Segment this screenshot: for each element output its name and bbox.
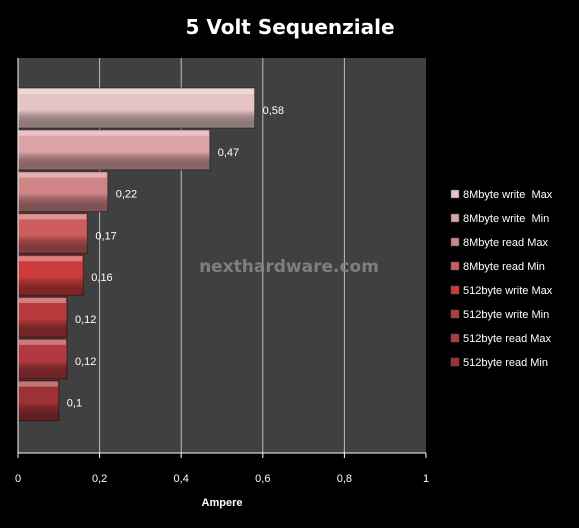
data-label: 0,58 bbox=[263, 105, 284, 117]
legend-swatch bbox=[450, 189, 460, 199]
legend-label: 8Mbyte read Min bbox=[463, 261, 545, 273]
bar bbox=[17, 380, 60, 422]
data-label: 0,12 bbox=[75, 356, 96, 368]
data-label: 0,1 bbox=[67, 398, 82, 410]
legend-label: 512byte read Min bbox=[463, 357, 548, 369]
legend-swatch bbox=[450, 213, 460, 223]
data-label: 0,47 bbox=[218, 147, 239, 159]
x-tick-label: 0,2 bbox=[92, 473, 107, 485]
legend-swatch bbox=[450, 237, 460, 247]
watermark: nexthardware.com bbox=[199, 257, 379, 277]
bar bbox=[17, 338, 68, 380]
data-label: 0,16 bbox=[91, 272, 112, 284]
bar-highlight bbox=[19, 172, 107, 178]
bar-highlight bbox=[19, 298, 66, 303]
x-tick-label: 1 bbox=[423, 473, 429, 485]
x-tick-label: 0,4 bbox=[174, 473, 189, 485]
legend-label: 8Mbyte write Max bbox=[463, 189, 553, 201]
bar bbox=[17, 296, 68, 338]
bar-highlight bbox=[19, 89, 254, 94]
x-tick-label: 0,6 bbox=[255, 473, 270, 485]
legend-label: 512byte write Max bbox=[463, 285, 553, 297]
data-label: 0,12 bbox=[75, 314, 96, 326]
legend-swatch bbox=[450, 357, 460, 367]
bar-highlight bbox=[19, 381, 58, 387]
legend-label: 512byte write Min bbox=[463, 309, 549, 321]
bar-highlight bbox=[19, 130, 209, 136]
data-label: 0,22 bbox=[116, 189, 137, 201]
legend-swatch bbox=[450, 309, 460, 319]
bar bbox=[17, 212, 88, 254]
bars: 0,58 0,47 0,22 0,17 0,16 0,12 0,12 0,1 bbox=[17, 87, 284, 422]
x-tick-label: 0,8 bbox=[337, 473, 352, 485]
x-tick-label: 0 bbox=[15, 473, 21, 485]
legend-label: 8Mbyte write Min bbox=[463, 213, 549, 225]
bar-highlight bbox=[19, 214, 87, 220]
x-axis-title: Ampere bbox=[202, 497, 243, 509]
bar bbox=[17, 87, 256, 129]
data-label: 0,17 bbox=[95, 230, 116, 242]
bar-highlight bbox=[19, 256, 83, 262]
bar-highlight bbox=[19, 339, 66, 345]
bar bbox=[17, 171, 109, 213]
legend-swatch bbox=[450, 333, 460, 343]
legend-label: 8Mbyte read Max bbox=[463, 237, 548, 249]
legend: 8Mbyte write Max 8Mbyte write Min 8Mbyte r… bbox=[450, 189, 553, 369]
legend-swatch bbox=[450, 261, 460, 271]
x-axis: 0 0,2 0,4 0,6 0,8 1 bbox=[15, 58, 429, 485]
legend-swatch bbox=[450, 285, 460, 295]
chart-title: 5 Volt Sequenziale bbox=[185, 15, 394, 39]
bar bbox=[17, 129, 211, 171]
legend-label: 512byte read Max bbox=[463, 333, 552, 345]
